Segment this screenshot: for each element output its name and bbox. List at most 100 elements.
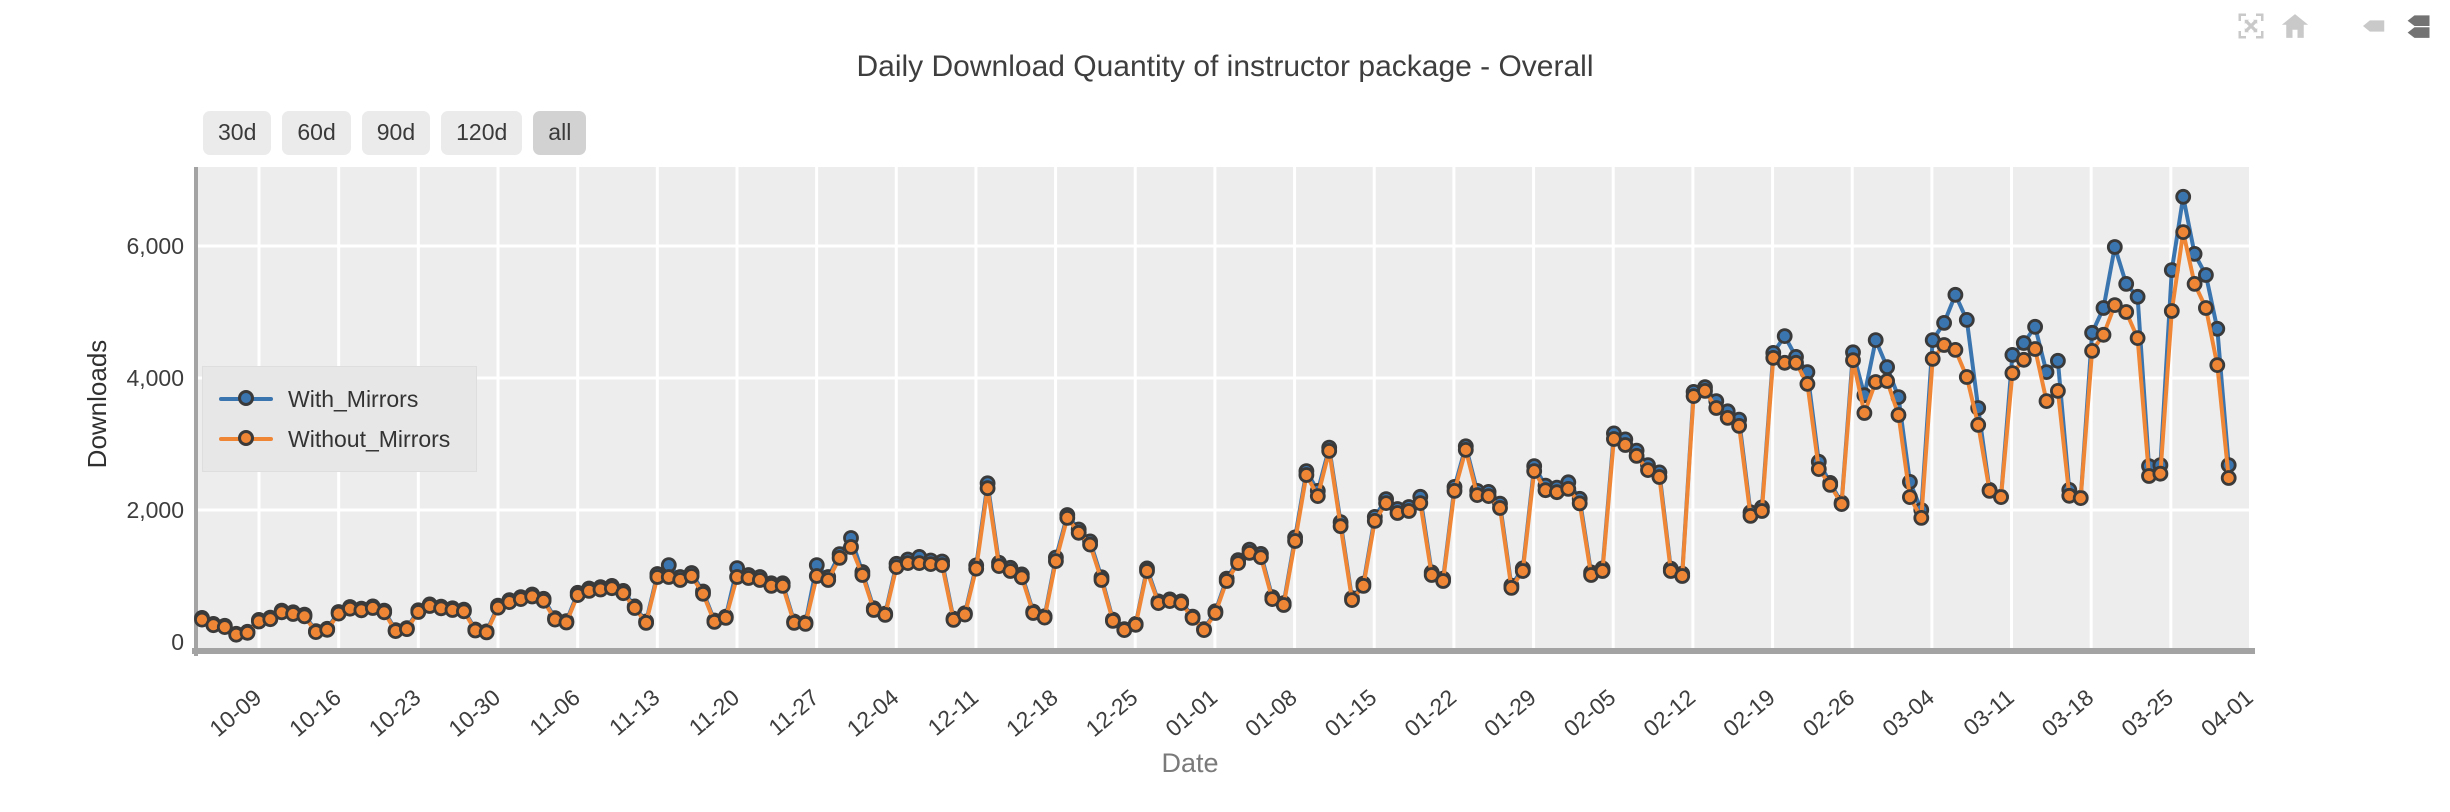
without-mirrors-point[interactable] xyxy=(1708,400,1725,416)
without-mirrors-point[interactable] xyxy=(626,600,643,616)
without-mirrors-point[interactable] xyxy=(638,615,654,631)
without-mirrors-point[interactable] xyxy=(1093,572,1110,588)
without-mirrors-point[interactable] xyxy=(296,608,313,625)
without-mirrors-point[interactable] xyxy=(1594,563,1611,579)
without-mirrors-point[interactable] xyxy=(398,621,415,637)
with-mirrors-point[interactable] xyxy=(2175,188,2192,205)
without-mirrors-point[interactable] xyxy=(2072,490,2089,507)
without-mirrors-point[interactable] xyxy=(1332,518,1349,535)
without-mirrors-point[interactable] xyxy=(1196,622,1212,638)
without-mirrors-point[interactable] xyxy=(1981,482,1998,499)
without-mirrors-point[interactable] xyxy=(1253,549,1269,566)
without-mirrors-point[interactable] xyxy=(831,550,848,566)
without-mirrors-point[interactable] xyxy=(1002,563,1019,579)
without-mirrors-point[interactable] xyxy=(1184,610,1201,626)
without-mirrors-point[interactable] xyxy=(1651,469,1668,485)
without-mirrors-point[interactable] xyxy=(1230,555,1246,571)
hover-compare-icon[interactable] xyxy=(2398,6,2436,46)
without-mirrors-point[interactable] xyxy=(615,585,632,602)
without-mirrors-point[interactable] xyxy=(1344,592,1360,608)
without-mirrors-point[interactable] xyxy=(1628,447,1645,464)
with-mirrors-point[interactable] xyxy=(1936,314,1952,331)
without-mirrors-point[interactable] xyxy=(1401,503,1417,519)
without-mirrors-point[interactable] xyxy=(1913,510,1930,526)
without-mirrors-point[interactable] xyxy=(1275,597,1292,613)
range-button-120d[interactable]: 120d xyxy=(441,111,523,155)
without-mirrors-point[interactable] xyxy=(695,585,711,602)
without-mirrors-point[interactable] xyxy=(979,480,996,497)
without-mirrors-point[interactable] xyxy=(934,557,950,573)
with-mirrors-point[interactable] xyxy=(2118,275,2135,292)
without-mirrors-point[interactable] xyxy=(774,578,791,594)
without-mirrors-point[interactable] xyxy=(1207,605,1224,621)
legend-item-with-mirrors[interactable]: With_Mirrors xyxy=(219,379,450,419)
without-mirrors-point[interactable] xyxy=(1993,489,2009,506)
without-mirrors-point[interactable] xyxy=(683,568,700,584)
without-mirrors-point[interactable] xyxy=(1378,495,1394,512)
without-mirrors-point[interactable] xyxy=(2095,326,2112,343)
with-mirrors-point[interactable] xyxy=(1879,359,1895,376)
without-mirrors-point[interactable] xyxy=(2220,470,2237,486)
without-mirrors-point[interactable] xyxy=(1059,510,1076,526)
without-mirrors-point[interactable] xyxy=(1492,500,1508,516)
without-mirrors-point[interactable] xyxy=(1105,613,1121,629)
without-mirrors-point[interactable] xyxy=(1435,573,1451,589)
without-mirrors-point[interactable] xyxy=(1571,495,1588,512)
without-mirrors-point[interactable] xyxy=(1457,441,1474,458)
without-mirrors-point[interactable] xyxy=(1412,495,1429,512)
without-mirrors-point[interactable] xyxy=(2152,465,2169,482)
with-mirrors-point[interactable] xyxy=(1958,311,1975,328)
without-mirrors-point[interactable] xyxy=(319,621,336,638)
without-mirrors-point[interactable] xyxy=(717,610,734,626)
with-mirrors-point[interactable] xyxy=(2129,288,2146,305)
without-mirrors-point[interactable] xyxy=(558,614,575,631)
without-mirrors-point[interactable] xyxy=(216,619,233,635)
without-mirrors-point[interactable] xyxy=(1321,442,1338,459)
without-mirrors-point[interactable] xyxy=(1958,369,1975,385)
with-mirrors-point[interactable] xyxy=(1867,332,1884,349)
without-mirrors-point[interactable] xyxy=(1674,568,1691,584)
without-mirrors-point[interactable] xyxy=(797,616,814,632)
range-button-30d[interactable]: 30d xyxy=(203,111,272,155)
without-mirrors-point[interactable] xyxy=(1879,373,1895,389)
without-mirrors-point[interactable] xyxy=(843,539,859,555)
without-mirrors-point[interactable] xyxy=(877,607,894,623)
without-mirrors-point[interactable] xyxy=(1366,513,1383,529)
without-mirrors-point[interactable] xyxy=(1856,405,1873,421)
without-mirrors-point[interactable] xyxy=(1048,553,1064,569)
range-button-60d[interactable]: 60d xyxy=(282,111,351,155)
without-mirrors-point[interactable] xyxy=(1127,616,1144,633)
without-mirrors-point[interactable] xyxy=(1355,578,1372,594)
without-mirrors-point[interactable] xyxy=(1845,352,1861,369)
without-mirrors-point[interactable] xyxy=(478,624,495,641)
without-mirrors-point[interactable] xyxy=(1947,341,1964,358)
without-mirrors-point[interactable] xyxy=(1890,407,1907,423)
without-mirrors-point[interactable] xyxy=(1298,467,1315,483)
without-mirrors-point[interactable] xyxy=(2129,330,2146,347)
without-mirrors-point[interactable] xyxy=(1697,382,1713,399)
without-mirrors-point[interactable] xyxy=(2015,351,2032,368)
without-mirrors-point[interactable] xyxy=(1754,503,1770,519)
without-mirrors-point[interactable] xyxy=(376,604,393,621)
autoscale-icon[interactable] xyxy=(2232,6,2270,46)
without-mirrors-point[interactable] xyxy=(1173,595,1190,611)
without-mirrors-point[interactable] xyxy=(1446,482,1463,499)
without-mirrors-point[interactable] xyxy=(1719,409,1736,426)
without-mirrors-point[interactable] xyxy=(2084,342,2101,359)
without-mirrors-point[interactable] xyxy=(1560,480,1577,497)
without-mirrors-point[interactable] xyxy=(1309,488,1326,505)
without-mirrors-point[interactable] xyxy=(2038,393,2055,410)
without-mirrors-point[interactable] xyxy=(820,572,837,588)
with-mirrors-point[interactable] xyxy=(1776,328,1793,345)
without-mirrors-point[interactable] xyxy=(1731,417,1747,434)
with-mirrors-point[interactable] xyxy=(2197,267,2214,283)
without-mirrors-point[interactable] xyxy=(1822,476,1839,493)
without-mirrors-point[interactable] xyxy=(957,606,973,623)
home-icon[interactable] xyxy=(2276,6,2314,46)
with-mirrors-point[interactable] xyxy=(1947,286,1964,303)
without-mirrors-point[interactable] xyxy=(262,611,279,628)
without-mirrors-point[interactable] xyxy=(1036,609,1053,626)
without-mirrors-point[interactable] xyxy=(1013,569,1030,586)
with-mirrors-point[interactable] xyxy=(2106,239,2123,255)
without-mirrors-point[interactable] xyxy=(2197,300,2214,316)
